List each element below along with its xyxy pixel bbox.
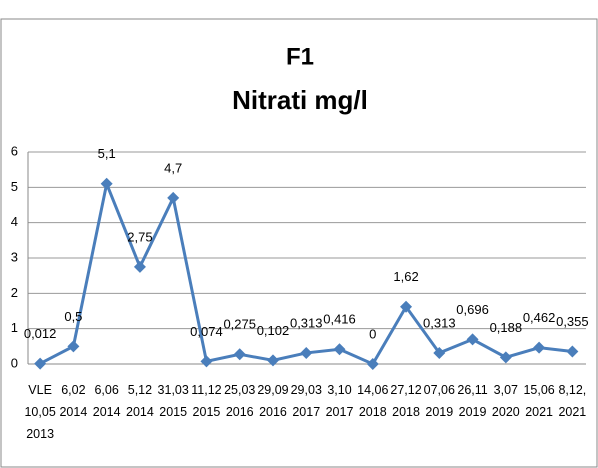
data-label: 4,7: [164, 160, 182, 175]
data-label: 5,1: [98, 146, 116, 161]
data-label: 0,102: [257, 323, 290, 338]
point-marker: [200, 355, 213, 368]
point-marker: [400, 300, 413, 313]
point-marker: [133, 260, 146, 273]
x-tick-label: 25,03 2016: [224, 383, 256, 419]
data-label: 0,275: [223, 317, 256, 332]
point-marker: [167, 191, 180, 204]
y-tick-label: 0: [11, 355, 18, 370]
series-line: [39, 178, 573, 366]
y-tick-label: 4: [11, 214, 18, 229]
data-label: 0,313: [290, 315, 323, 330]
y-tick-label: 2: [11, 285, 18, 300]
data-label: 0,416: [323, 312, 356, 327]
chart-subtitle: Nitrati mg/l: [232, 85, 368, 115]
x-tick-label: 5,12 2014: [126, 383, 154, 419]
data-label: 0,188: [490, 320, 523, 335]
x-tick-label: 3,10 2017: [325, 383, 354, 419]
point-marker: [333, 343, 346, 356]
data-label: 1,62: [393, 269, 418, 284]
y-tick-label: 5: [11, 179, 18, 194]
y-tick-label: 6: [11, 143, 18, 158]
point-marker: [266, 354, 279, 367]
chart-title: F1: [286, 43, 314, 70]
point-marker: [233, 348, 246, 361]
x-tick-label: VLE 10,05 2013: [24, 383, 56, 441]
point-marker: [300, 346, 313, 359]
data-label: 2,75: [127, 229, 152, 244]
point-marker: [433, 346, 446, 359]
x-tick-label: 26,11 2019: [457, 383, 488, 419]
point-marker: [466, 333, 479, 346]
x-tick-label: 14,06 2018: [357, 383, 389, 419]
data-label: 0,012: [24, 326, 57, 341]
x-tick-label: 11,12 2015: [191, 383, 222, 419]
x-tick-label: 6,02 2014: [59, 383, 88, 419]
data-label: 0,5: [64, 309, 82, 324]
data-label: 0,074: [190, 324, 223, 339]
point-marker: [100, 177, 113, 190]
point-marker: [34, 357, 47, 370]
x-tick-label: 31,03 2015: [157, 383, 189, 419]
point-marker: [499, 351, 512, 364]
data-label: 0: [369, 326, 376, 341]
x-tick-label: 15,06 2021: [523, 383, 555, 419]
data-label: 0,696: [456, 302, 489, 317]
point-marker: [566, 345, 579, 358]
chart-frame: [0, 18, 598, 468]
x-tick-label: 3,07 2020: [491, 383, 520, 419]
x-tick-label: 8,12, 2021: [558, 383, 587, 419]
point-marker: [533, 341, 546, 354]
point-marker: [67, 340, 80, 353]
y-tick-label: 3: [11, 249, 18, 264]
data-label: 0,313: [423, 315, 456, 330]
x-tick-label: 29,09 2016: [257, 383, 289, 419]
data-label: 0,355: [556, 314, 589, 329]
x-tick-label: 6,06 2014: [92, 383, 121, 419]
y-tick-label: 1: [11, 320, 18, 335]
data-label: 0,462: [523, 310, 556, 325]
x-tick-label: 29,03 2017: [290, 383, 322, 419]
point-marker: [366, 358, 379, 370]
x-tick-label: 27,12 2018: [390, 383, 422, 419]
x-tick-label: 07,06 2019: [423, 383, 455, 419]
